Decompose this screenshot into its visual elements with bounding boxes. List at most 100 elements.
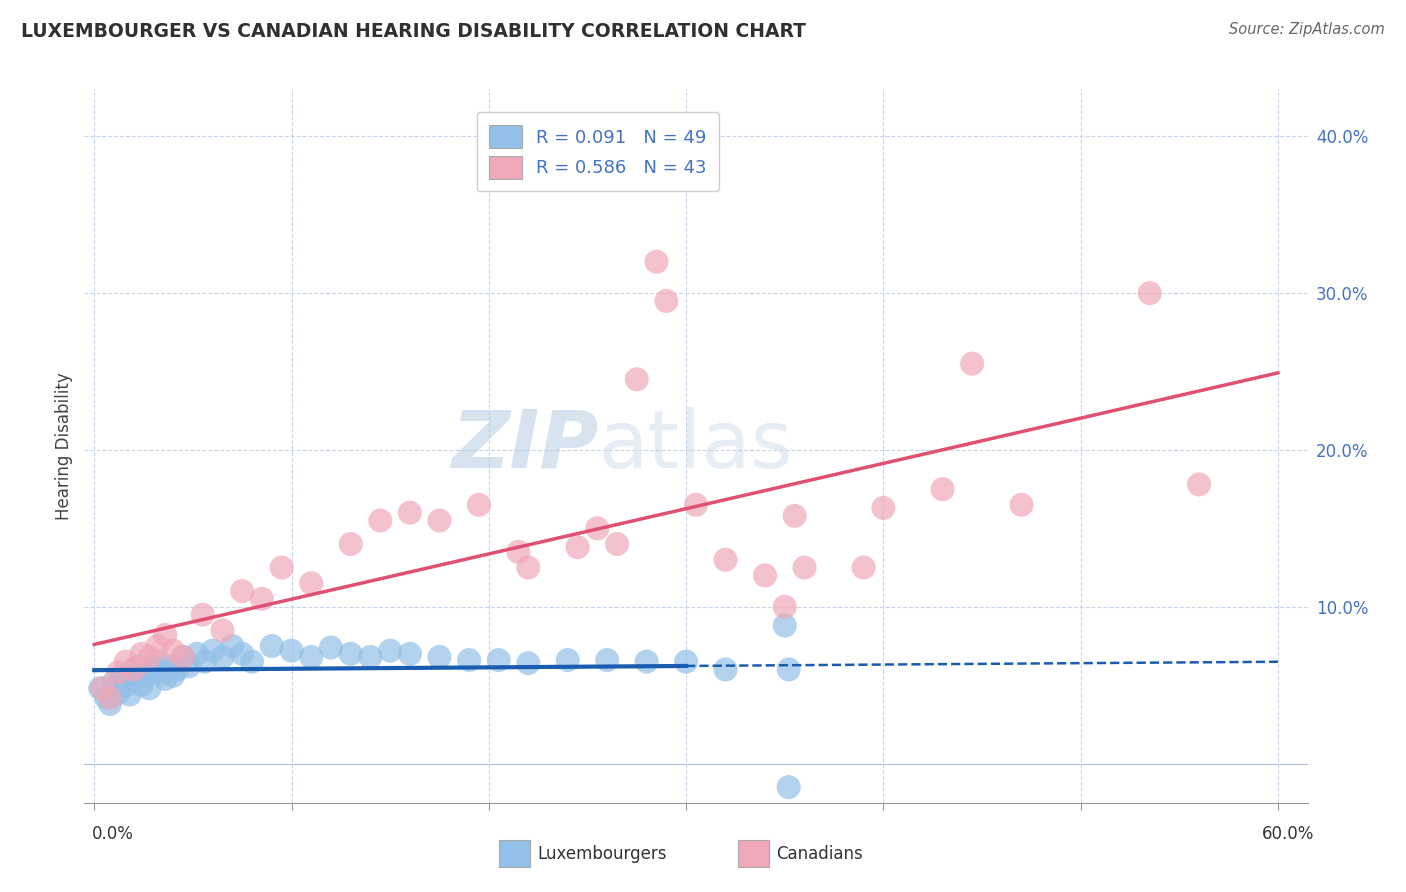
Point (872, 500, 894, 515)
Point (567, 540, 589, 554)
Point (319, 640, 342, 655)
Point (138, 649, 160, 664)
Point (231, 584, 253, 599)
Text: Source: ZipAtlas.com: Source: ZipAtlas.com (1229, 22, 1385, 37)
Point (793, 560, 815, 574)
Point (194, 655, 217, 669)
Point (1139, 286, 1161, 301)
Point (118, 688, 141, 702)
Point (685, 498, 707, 512)
Text: ZIP: ZIP (451, 407, 598, 485)
Point (754, 568, 776, 582)
Point (211, 624, 233, 638)
Point (339, 537, 361, 551)
Point (636, 655, 658, 669)
Point (89, 681, 111, 696)
Point (299, 576, 322, 591)
Point (270, 560, 292, 574)
Point (146, 639, 169, 653)
Point (157, 659, 180, 673)
Point (606, 537, 628, 551)
Point (429, 514, 451, 528)
Point (645, 254, 668, 268)
Point (488, 653, 510, 667)
Point (201, 643, 224, 657)
Point (468, 498, 491, 512)
Point (146, 655, 169, 669)
Point (155, 672, 177, 686)
Point (131, 647, 153, 661)
Point (135, 669, 157, 683)
Point (339, 647, 361, 661)
Point (250, 591, 273, 606)
Point (142, 663, 165, 677)
Point (150, 665, 173, 680)
Point (172, 649, 194, 664)
Point (429, 649, 451, 664)
Text: 0.0%: 0.0% (91, 825, 134, 843)
Text: Canadians: Canadians (776, 845, 863, 863)
Point (231, 647, 253, 661)
Point (626, 372, 648, 386)
Point (586, 521, 609, 535)
Point (280, 643, 302, 657)
Point (931, 482, 953, 496)
Point (1011, 498, 1033, 512)
Point (783, 508, 806, 523)
Point (655, 293, 678, 308)
Point (852, 560, 875, 574)
Point (960, 357, 983, 371)
Point (773, 618, 796, 632)
Text: 60.0%: 60.0% (1263, 825, 1315, 843)
Point (508, 545, 530, 559)
Point (260, 639, 283, 653)
Point (458, 653, 481, 667)
Point (557, 653, 579, 667)
Legend: R = 0.091   N = 49, R = 0.586   N = 43: R = 0.091 N = 49, R = 0.586 N = 43 (477, 112, 720, 192)
Point (517, 657, 540, 671)
Point (714, 552, 737, 566)
Point (221, 639, 243, 653)
Point (166, 663, 188, 677)
Point (98, 697, 121, 711)
Point (675, 655, 697, 669)
Point (778, 780, 800, 794)
Point (127, 659, 149, 673)
Text: Luxembourgers: Luxembourgers (537, 845, 666, 863)
Point (103, 675, 125, 690)
Y-axis label: Hearing Disability: Hearing Disability (55, 372, 73, 520)
Point (380, 643, 402, 657)
Point (399, 506, 422, 520)
Point (240, 655, 263, 669)
Point (778, 663, 800, 677)
Point (211, 649, 233, 664)
Point (122, 665, 145, 680)
Point (138, 681, 160, 696)
Point (299, 649, 322, 664)
Point (94, 690, 117, 705)
Point (91, 681, 114, 696)
Point (98, 690, 121, 705)
Point (399, 647, 422, 661)
Text: atlas: atlas (598, 407, 793, 485)
Point (1188, 477, 1211, 491)
Point (191, 607, 214, 622)
Point (596, 653, 619, 667)
Point (114, 678, 136, 692)
Point (107, 686, 129, 700)
Point (773, 599, 796, 614)
Point (172, 649, 194, 664)
Point (162, 643, 184, 657)
Point (368, 514, 391, 528)
Point (162, 669, 184, 683)
Point (186, 647, 208, 661)
Point (107, 665, 129, 680)
Point (155, 628, 177, 642)
Point (114, 655, 136, 669)
Point (122, 663, 145, 677)
Point (111, 670, 134, 684)
Point (131, 678, 153, 692)
Text: LUXEMBOURGER VS CANADIAN HEARING DISABILITY CORRELATION CHART: LUXEMBOURGER VS CANADIAN HEARING DISABIL… (21, 22, 806, 41)
Point (714, 663, 737, 677)
Point (359, 649, 381, 664)
